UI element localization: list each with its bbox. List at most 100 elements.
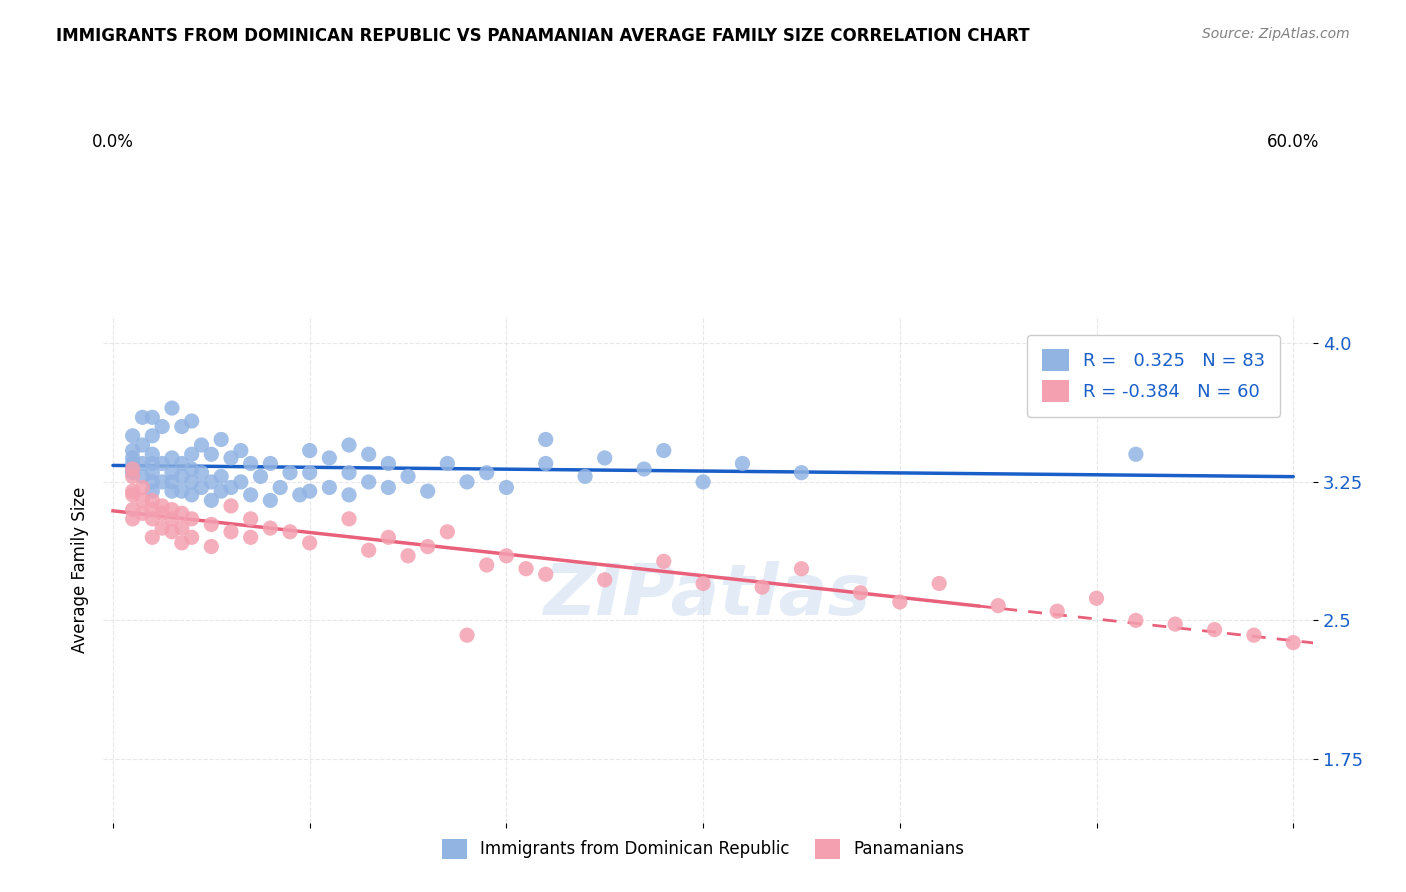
Point (160, 450, 183, 465)
Point (200, 447, 222, 461)
Point (337, 488, 360, 502)
Point (121, 457, 143, 471)
Point (436, 457, 458, 471)
Point (209, 433, 232, 447)
Point (141, 447, 163, 461)
Point (141, 512, 163, 526)
Point (141, 475, 163, 489)
Text: IMMIGRANTS FROM DOMINICAN REPUBLIC VS PANAMANIAN AVERAGE FAMILY SIZE CORRELATION: IMMIGRANTS FROM DOMINICAN REPUBLIC VS PA… (56, 27, 1029, 45)
Point (121, 429, 143, 443)
Y-axis label: Average Family Size: Average Family Size (72, 486, 89, 653)
Point (190, 480, 212, 494)
Point (318, 480, 340, 494)
Point (141, 493, 163, 508)
Point (160, 475, 183, 489)
Point (337, 512, 360, 526)
Point (239, 512, 262, 526)
Point (150, 506, 173, 520)
Point (131, 480, 153, 494)
Point (141, 530, 163, 544)
Point (475, 558, 498, 572)
Point (416, 540, 439, 554)
Point (121, 484, 143, 499)
Point (121, 512, 143, 526)
Point (259, 493, 281, 508)
Point (377, 530, 399, 544)
Point (209, 469, 232, 483)
Point (337, 466, 360, 480)
Point (170, 521, 193, 535)
Point (180, 414, 202, 428)
Point (593, 573, 616, 587)
Point (534, 567, 557, 582)
Point (160, 401, 183, 416)
Point (121, 462, 143, 476)
Point (219, 480, 242, 494)
Point (249, 469, 271, 483)
Point (180, 462, 202, 476)
Point (259, 521, 281, 535)
Point (534, 433, 557, 447)
Point (298, 536, 321, 550)
Point (889, 595, 911, 609)
Point (278, 524, 301, 539)
Point (141, 466, 163, 480)
Point (298, 466, 321, 480)
Point (170, 484, 193, 499)
Point (131, 457, 153, 471)
Point (987, 599, 1010, 613)
Point (1243, 628, 1265, 642)
Point (180, 530, 202, 544)
Point (1046, 604, 1069, 618)
Point (495, 480, 517, 494)
Point (229, 475, 252, 489)
Point (121, 462, 143, 476)
Point (219, 524, 242, 539)
Point (652, 554, 675, 568)
Point (200, 493, 222, 508)
Point (150, 457, 173, 471)
Point (1125, 447, 1147, 461)
Legend: R =   0.325   N = 83, R = -0.384   N = 60: R = 0.325 N = 83, R = -0.384 N = 60 (1028, 335, 1279, 417)
Point (200, 517, 222, 532)
Point (456, 475, 478, 489)
Point (1164, 617, 1187, 632)
Point (131, 410, 153, 425)
Point (170, 469, 193, 483)
Point (475, 466, 498, 480)
Point (692, 475, 714, 489)
Point (239, 488, 262, 502)
Point (141, 429, 163, 443)
Point (288, 488, 311, 502)
Point (121, 450, 143, 465)
Point (141, 457, 163, 471)
Point (1125, 614, 1147, 628)
Point (239, 530, 262, 544)
Point (200, 475, 222, 489)
Point (337, 438, 360, 452)
Point (790, 466, 813, 480)
Point (229, 443, 252, 458)
Point (259, 457, 281, 471)
Point (131, 493, 153, 508)
Point (357, 447, 380, 461)
Point (180, 447, 202, 461)
Legend: Immigrants from Dominican Republic, Panamanians: Immigrants from Dominican Republic, Pana… (436, 832, 970, 866)
Point (180, 475, 202, 489)
Point (219, 499, 242, 513)
Text: Source: ZipAtlas.com: Source: ZipAtlas.com (1202, 27, 1350, 41)
Point (219, 450, 242, 465)
Point (121, 466, 143, 480)
Point (751, 580, 773, 594)
Point (141, 484, 163, 499)
Point (121, 469, 143, 483)
Point (160, 502, 183, 516)
Text: 60.0%: 60.0% (1267, 133, 1319, 151)
Point (357, 543, 380, 558)
Point (150, 419, 173, 434)
Point (396, 549, 419, 563)
Point (396, 469, 419, 483)
Point (170, 419, 193, 434)
Point (1204, 623, 1226, 637)
Point (160, 512, 183, 526)
